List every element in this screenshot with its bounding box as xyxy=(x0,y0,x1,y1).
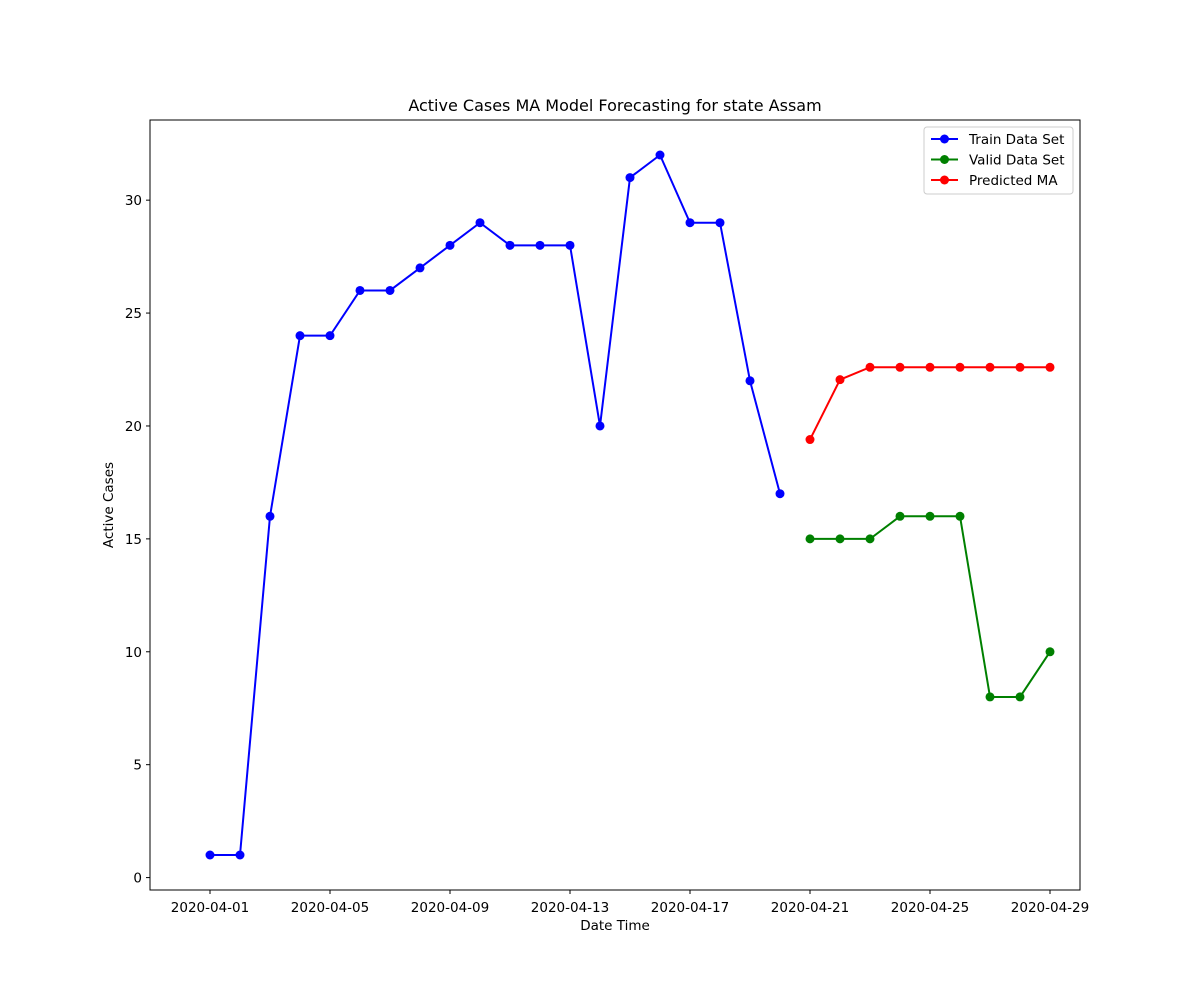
y-axis-label: Active Cases xyxy=(101,462,117,548)
train-data-set-point xyxy=(415,263,425,273)
predicted-ma-point xyxy=(835,375,845,385)
y-tick-label: 30 xyxy=(125,193,142,209)
y-tick-label: 20 xyxy=(125,419,142,435)
valid-data-set-legend-marker xyxy=(940,155,949,164)
predicted-ma-legend-marker xyxy=(940,175,949,185)
train-data-set-point xyxy=(715,218,725,228)
train-data-set-point xyxy=(775,489,785,499)
x-tick-label: 2020-04-13 xyxy=(531,900,609,916)
predicted-ma-point xyxy=(895,362,905,372)
train-data-set-point xyxy=(745,376,755,386)
valid-data-set-point xyxy=(835,534,845,544)
train-data-set-point xyxy=(205,850,215,860)
valid-data-set-point xyxy=(805,534,815,544)
predicted-ma-point xyxy=(1015,362,1025,372)
train-data-set-point xyxy=(685,218,695,228)
x-tick-label: 2020-04-05 xyxy=(291,900,369,916)
train-data-set-legend-label: Train Data Set xyxy=(968,132,1064,148)
train-data-set-point xyxy=(655,150,665,160)
x-axis-label: Date Time xyxy=(580,918,650,934)
predicted-ma-point xyxy=(955,362,965,372)
legend: Train Data Set Valid Data Set Predicted MA xyxy=(923,126,1074,195)
train-data-set-point xyxy=(265,511,275,521)
y-tick-label: 5 xyxy=(133,758,142,774)
valid-data-set-point xyxy=(985,692,995,702)
train-data-set-point xyxy=(595,421,605,431)
train-data-set-legend-marker xyxy=(940,134,949,144)
x-tick-label: 2020-04-01 xyxy=(171,900,249,916)
y-tick-label: 25 xyxy=(125,306,142,322)
train-data-set-line xyxy=(210,153,781,856)
train-data-set-point xyxy=(565,240,575,250)
legend-box xyxy=(923,126,1074,195)
valid-data-set-point xyxy=(1045,647,1055,657)
predicted-ma-point xyxy=(805,435,815,445)
predicted-ma-point xyxy=(985,362,995,372)
y-tick-label: 10 xyxy=(125,645,142,661)
predicted-ma-point xyxy=(925,362,935,372)
valid-data-set-point xyxy=(1015,692,1025,702)
train-data-set-point xyxy=(505,240,515,250)
valid-data-set-point xyxy=(955,511,965,521)
train-data-set-point xyxy=(625,173,635,183)
x-tick-label: 2020-04-25 xyxy=(891,900,969,916)
x-tick-label: 2020-04-17 xyxy=(651,900,729,916)
plot-frame xyxy=(149,119,1081,891)
valid-data-set-legend-label: Valid Data Set xyxy=(969,153,1065,169)
x-tick-label: 2020-04-09 xyxy=(411,900,489,916)
valid-data-set-point xyxy=(895,511,905,521)
valid-data-set-point xyxy=(925,511,935,521)
train-data-set-point xyxy=(295,331,305,341)
predicted-ma-point xyxy=(1045,362,1055,372)
predicted-ma-point xyxy=(865,362,875,372)
valid-data-set-point xyxy=(865,534,875,544)
train-data-set-point xyxy=(325,331,335,341)
x-tick-label: 2020-04-21 xyxy=(771,900,849,916)
x-tick-label: 2020-04-29 xyxy=(1011,900,1089,916)
chart-title: Active Cases MA Model Forecasting for st… xyxy=(408,96,821,115)
train-data-set-point xyxy=(535,240,545,250)
train-data-set-point xyxy=(445,240,455,250)
y-tick-label: 15 xyxy=(125,532,142,548)
y-tick-label: 0 xyxy=(133,871,142,887)
train-data-set-point xyxy=(385,285,395,295)
predicted-ma-legend-label: Predicted MA xyxy=(969,173,1058,189)
train-data-set-point xyxy=(235,850,245,860)
train-data-set-point xyxy=(355,285,365,295)
train-data-set-point xyxy=(475,218,485,228)
